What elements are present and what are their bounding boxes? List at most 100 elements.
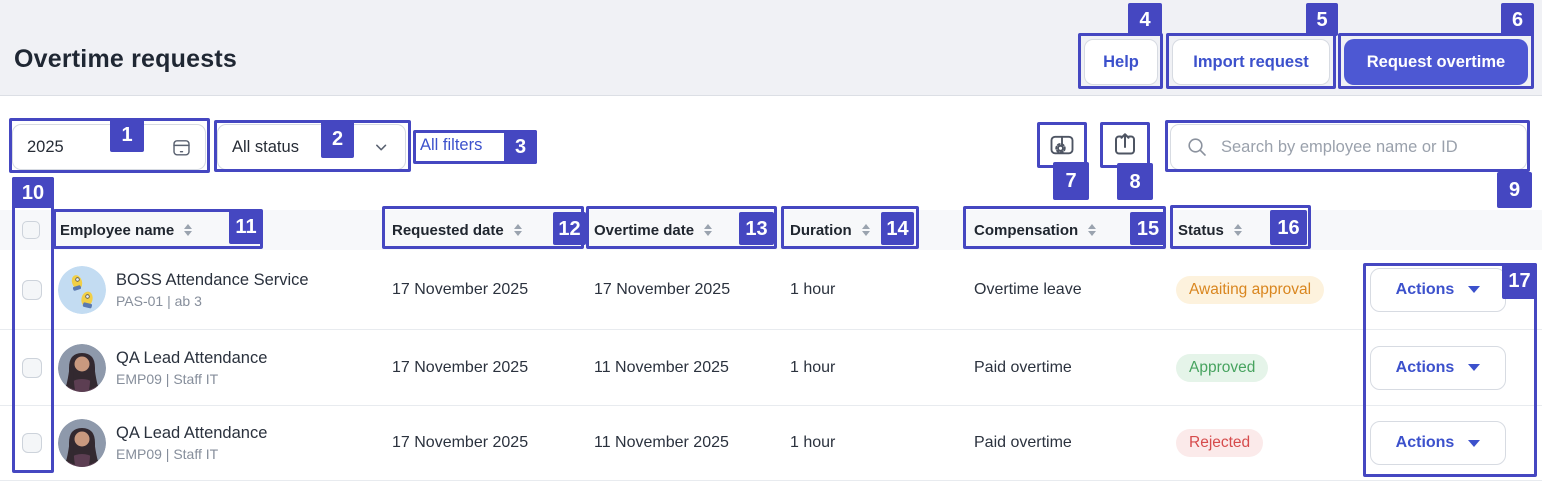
column-header-duration[interactable]: Duration (790, 210, 870, 250)
actions-label: Actions (1395, 280, 1455, 298)
annotation-box-13: 13 (586, 206, 777, 249)
status-filter-value: All status (232, 137, 299, 156)
page-title: Overtime requests (14, 45, 237, 73)
annotation-label-8: 8 (1117, 163, 1153, 200)
column-header-status[interactable]: Status (1178, 210, 1242, 250)
column-header-label: Overtime date (594, 221, 695, 239)
employee-meta: EMP09 | Staff IT (116, 370, 219, 387)
column-header-label: Employee name (60, 221, 175, 239)
employee-name: QA Lead Attendance (116, 424, 268, 442)
annotation-box-11: 11 (53, 209, 263, 249)
employee-meta: PAS-01 | ab 3 (116, 292, 202, 309)
column-header-overtime-date[interactable]: Overtime date (594, 210, 713, 250)
sort-icon[interactable] (1233, 224, 1242, 236)
column-header-requested-date[interactable]: Requested date (392, 210, 522, 250)
column-header-employee-name[interactable]: Employee name (60, 210, 193, 250)
sort-icon[interactable] (1088, 224, 1097, 236)
employee-name: BOSS Attendance Service (116, 270, 309, 289)
avatar (58, 343, 106, 392)
actions-button[interactable]: Actions (1370, 345, 1506, 390)
year-filter-value: 2025 (27, 137, 64, 156)
annotation-label-16: 16 (1270, 210, 1307, 245)
import-request-button[interactable]: Import request (1172, 39, 1330, 85)
row-checkbox[interactable] (22, 433, 42, 453)
sort-icon[interactable] (513, 224, 522, 236)
overtime-date: 11 November 2025 (594, 358, 729, 376)
employee-meta: EMP09 | Staff IT (116, 446, 219, 462)
status-badge: Awaiting approval (1176, 275, 1325, 304)
sort-icon[interactable] (704, 224, 713, 236)
employee-name: QA Lead Attendance (116, 348, 268, 367)
table-row: BOSS Attendance Service PAS-01 | ab 3 17… (0, 250, 1542, 330)
requested-date: 17 November 2025 (392, 434, 529, 451)
help-button[interactable]: Help (1084, 39, 1158, 85)
annotation-box-9: 9 (1165, 120, 1532, 208)
annotation-box-15: 15 (963, 206, 1166, 249)
annotation-label-17: 17 (1502, 263, 1537, 299)
sort-icon[interactable] (184, 224, 193, 236)
table-row: QA Lead Attendance EMP09 | Staff IT 17 N… (0, 330, 1542, 406)
annotation-box-3: 3 (413, 130, 537, 164)
annotation-box-6: 6 (1338, 3, 1534, 89)
avatar (58, 419, 106, 467)
row-checkbox[interactable] (22, 279, 42, 300)
column-header-label: Requested date (392, 221, 504, 239)
annotation-label-12: 12 (553, 212, 586, 245)
annotation-box-1: 1 (9, 118, 210, 173)
caret-down-icon (1468, 364, 1481, 371)
row-checkbox[interactable] (22, 357, 42, 378)
caret-down-icon (1468, 439, 1481, 447)
select-all-checkbox[interactable] (22, 221, 40, 239)
search-input[interactable] (1219, 136, 1514, 158)
column-header-compensation[interactable]: Compensation (974, 210, 1097, 250)
actions-button[interactable]: Actions (1370, 421, 1506, 465)
export-icon (1110, 130, 1140, 160)
annotation-box-10: 10 (12, 177, 54, 473)
export-button[interactable] (1103, 124, 1147, 166)
annotation-box-14: 14 (781, 206, 919, 249)
compensation: Overtime leave (974, 280, 1082, 298)
status-filter-select[interactable]: All status (217, 124, 406, 170)
table-settings-button[interactable] (1040, 124, 1084, 166)
actions-label: Actions (1395, 434, 1455, 451)
compensation: Paid overtime (974, 434, 1072, 451)
annotation-box-4: 4 (1078, 3, 1163, 89)
all-filters-link[interactable]: All filters (420, 136, 483, 154)
annotation-label-7: 7 (1053, 162, 1089, 200)
actions-label: Actions (1395, 358, 1455, 376)
annotation-box-7: 7 (1037, 122, 1089, 200)
caret-down-icon (1468, 286, 1481, 293)
year-filter-input[interactable]: 2025 (12, 124, 206, 170)
search-icon (1185, 135, 1209, 159)
column-header-label: Duration (790, 221, 852, 239)
annotation-label-10: 10 (12, 177, 54, 208)
annotation-box-16: 16 (1170, 205, 1311, 249)
annotation-label-2: 2 (321, 120, 354, 158)
annotation-label-6: 6 (1501, 3, 1534, 36)
annotation-box-2: 2 (214, 120, 411, 172)
annotation-label-3: 3 (504, 130, 537, 164)
annotation-box-8: 8 (1100, 122, 1153, 200)
duration: 1 hour (790, 434, 836, 451)
annotation-label-5: 5 (1306, 3, 1338, 36)
table-settings-icon (1047, 130, 1077, 160)
overtime-date: 11 November 2025 (594, 434, 729, 451)
request-overtime-button[interactable]: Request overtime (1344, 39, 1528, 85)
column-header-label: Status (1178, 221, 1224, 239)
overtime-date: 17 November 2025 (594, 280, 731, 298)
table-row: QA Lead Attendance EMP09 | Staff IT 17 N… (0, 406, 1542, 481)
duration: 1 hour (790, 280, 836, 298)
requested-date: 17 November 2025 (392, 280, 529, 298)
search-box (1170, 124, 1527, 170)
actions-button[interactable]: Actions (1370, 267, 1506, 312)
status-badge: Approved (1176, 353, 1269, 382)
requested-date: 17 November 2025 (392, 358, 529, 376)
sort-icon[interactable] (861, 224, 870, 236)
annotation-box-17: 17 (1363, 263, 1537, 477)
annotation-label-9: 9 (1497, 172, 1532, 208)
annotation-label-15: 15 (1130, 212, 1166, 245)
annotation-label-14: 14 (881, 212, 914, 245)
annotation-label-11: 11 (229, 210, 263, 244)
avatar (58, 265, 106, 314)
